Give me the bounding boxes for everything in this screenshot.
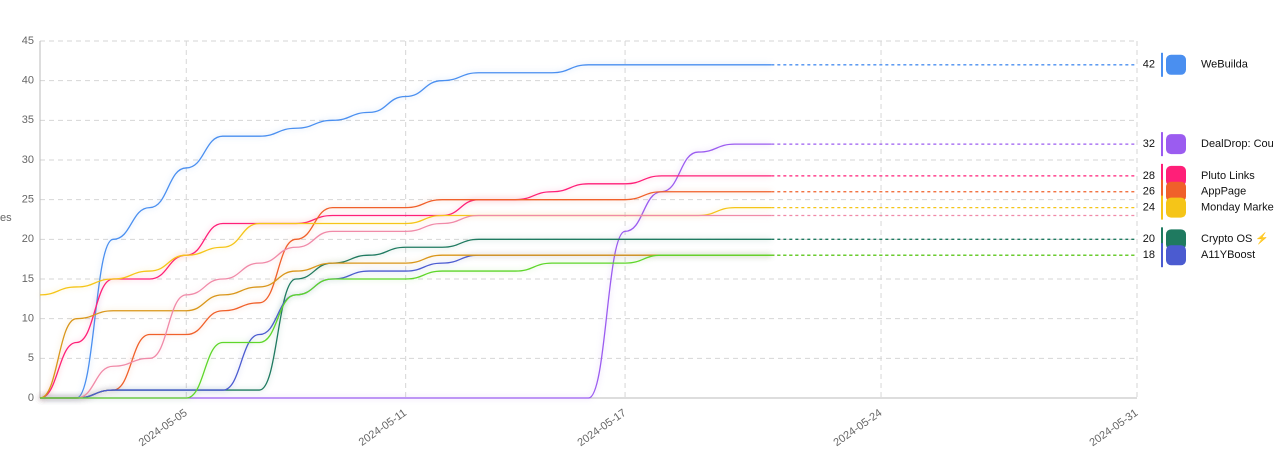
end-value-label: 42 [1143, 59, 1155, 71]
series-line [40, 191, 772, 399]
y-tick-label: 25 [22, 194, 34, 206]
legend-label: Crypto OS ⚡ [1201, 232, 1269, 245]
legend-icon [1166, 197, 1186, 218]
x-tick-label: 2024-05-31 [1087, 407, 1140, 449]
legend-icon [1166, 245, 1186, 266]
y-tick-label: 20 [22, 233, 34, 245]
legend-icon [1166, 181, 1186, 202]
y-tick-label: 15 [22, 273, 34, 285]
series-line [40, 64, 772, 399]
y-tick-label: 40 [22, 75, 34, 87]
end-value-label: 20 [1143, 233, 1155, 245]
series-line [40, 254, 772, 399]
y-tick-label: 35 [22, 114, 34, 126]
legend-label: Monday Marke [1201, 202, 1274, 214]
series-line [40, 214, 772, 399]
legend-label: A11YBoost [1201, 249, 1255, 261]
y-tick-label: 45 [22, 35, 34, 47]
legend-label: Pluto Links [1201, 170, 1255, 182]
end-value-label: 26 [1143, 186, 1155, 198]
series-line [39, 254, 772, 399]
legend-label: WeBuilda [1201, 59, 1249, 71]
y-axis-label: es [0, 212, 12, 224]
end-value-label: 24 [1143, 202, 1155, 214]
x-tick-label: 2024-05-05 [137, 407, 190, 449]
legend-label: DealDrop: Cou [1201, 138, 1274, 150]
series-line [39, 175, 772, 399]
x-tick-label: 2024-05-24 [831, 407, 884, 449]
legend-icon [1166, 54, 1186, 75]
x-tick-label: 2024-05-11 [357, 407, 409, 449]
y-tick-label: 30 [22, 154, 34, 166]
end-value-label: 28 [1143, 170, 1155, 182]
end-value-label: 32 [1143, 138, 1155, 150]
end-value-label: 18 [1143, 249, 1155, 261]
legend-icon [1166, 134, 1186, 155]
y-tick-label: 10 [22, 313, 34, 325]
legend-icon [1166, 229, 1186, 250]
legend-label: AppPage [1201, 186, 1246, 198]
y-tick-label: 5 [28, 352, 34, 364]
x-tick-label: 2024-05-17 [575, 407, 628, 449]
y-tick-label: 0 [28, 392, 34, 404]
legend-icon [1166, 165, 1186, 186]
